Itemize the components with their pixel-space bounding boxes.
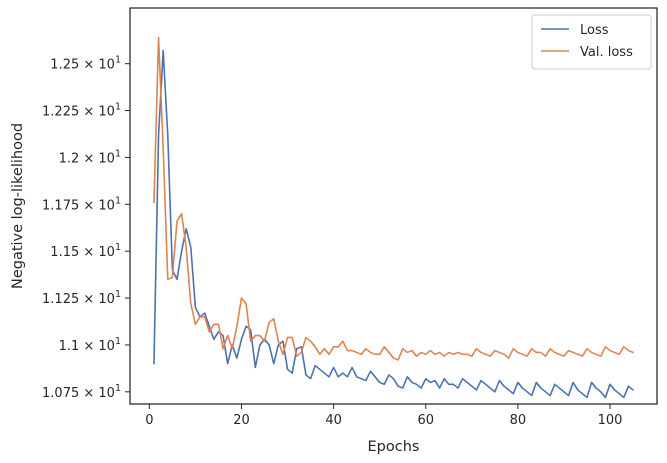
x-tick-label: 100 xyxy=(598,413,623,428)
y-tick-label: 1.125 × 101 xyxy=(42,289,121,307)
y-axis-ticks: 1.075 × 101 1.1 × 101 1.125 × 101 1.15 × 10… xyxy=(42,55,130,401)
x-tick-label: 20 xyxy=(233,413,250,428)
series-line-val-loss xyxy=(153,36,634,361)
y-tick-label: 1.175 × 101 xyxy=(42,195,121,213)
y-tick-label: 1.2 × 101 xyxy=(59,148,121,166)
x-axis-ticks: 0 20 40 60 80 100 xyxy=(145,404,622,428)
y-axis-label: Negative log-likelihood xyxy=(10,123,26,289)
legend: Loss Val. loss xyxy=(531,14,652,70)
plot-frame xyxy=(129,7,658,405)
x-tick-label: 40 xyxy=(325,413,342,428)
series-line-loss xyxy=(153,49,634,399)
x-axis-label: Epochs xyxy=(368,439,420,455)
legend-label: Val. loss xyxy=(580,45,633,60)
x-tick-label: 0 xyxy=(145,413,153,428)
y-tick-label: 1.15 × 101 xyxy=(50,242,121,260)
y-tick-label: 1.225 × 101 xyxy=(42,102,121,120)
series-layer xyxy=(153,36,634,399)
x-tick-label: 80 xyxy=(510,413,527,428)
y-tick-label: 1.1 × 101 xyxy=(59,336,121,354)
legend-label: Loss xyxy=(580,23,609,38)
x-tick-label: 60 xyxy=(417,413,434,428)
y-tick-label: 1.25 × 101 xyxy=(50,55,121,73)
y-tick-label: 1.075 × 101 xyxy=(42,383,121,401)
plot-area xyxy=(130,8,657,404)
